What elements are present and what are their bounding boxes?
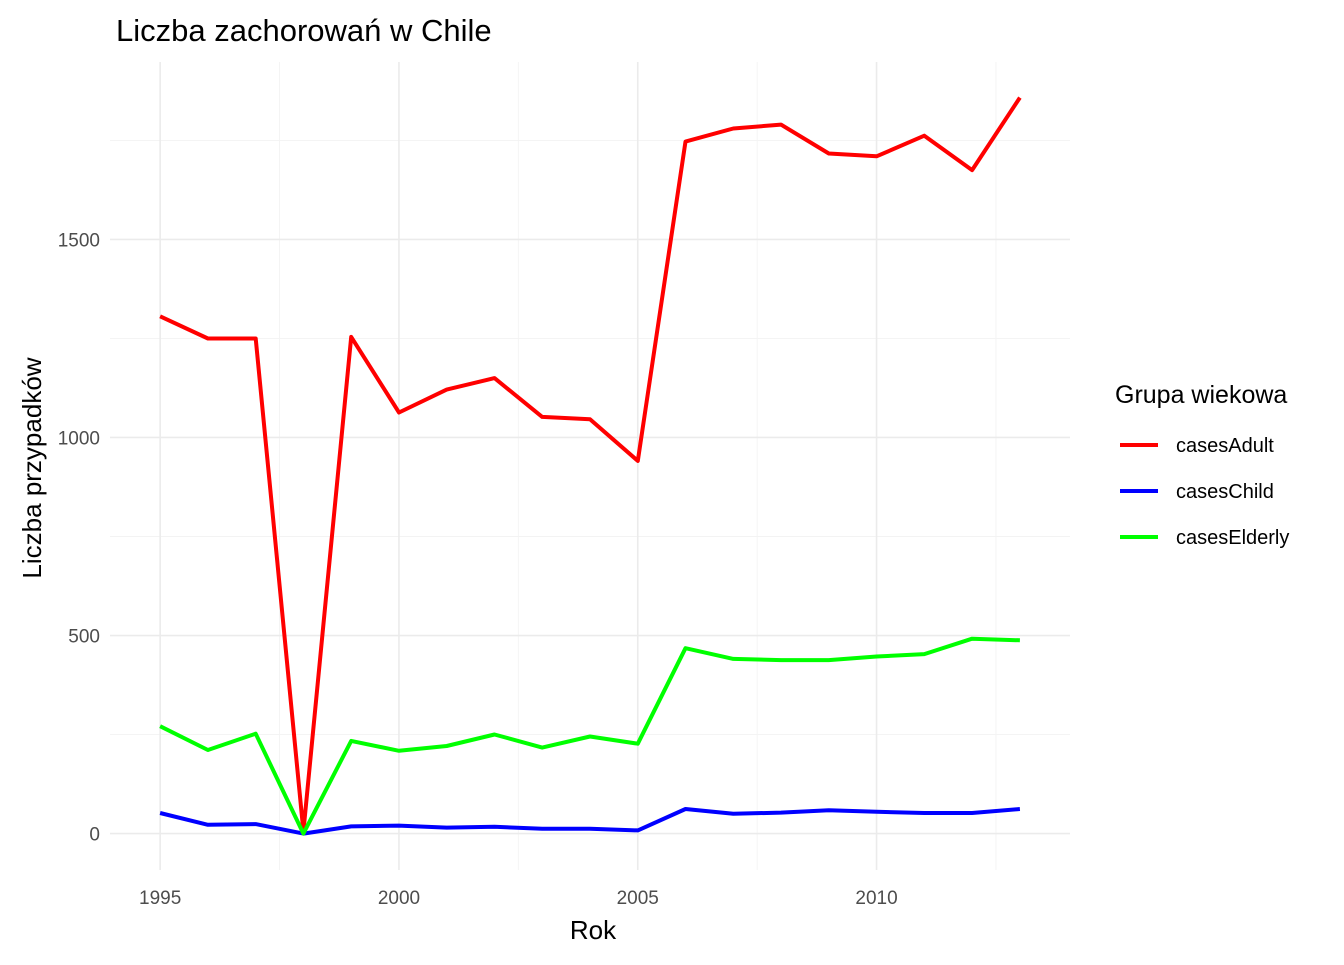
legend-label: casesElderly xyxy=(1176,527,1289,549)
legend: Grupa wiekowa casesAdult casesChild casesE… xyxy=(1115,381,1289,549)
gridlines xyxy=(110,62,1070,870)
x-tick-label: 2005 xyxy=(617,888,659,909)
legend-label: casesChild xyxy=(1176,481,1274,503)
y-tick-label: 0 xyxy=(89,825,100,846)
y-tick-label: 1500 xyxy=(58,230,100,251)
x-tick-label: 2010 xyxy=(855,888,897,909)
chart-title: Liczba zachorowań w Chile xyxy=(116,13,492,48)
legend-item-casesAdult: casesAdult xyxy=(1120,435,1274,457)
y-axis-ticks: 0 500 1000 1500 xyxy=(58,230,100,845)
series-line-casesElderly xyxy=(159,636,1020,836)
x-tick-label: 2000 xyxy=(378,888,420,909)
series-line-casesAdult xyxy=(159,96,1022,834)
series-line-casesChild xyxy=(159,807,1021,836)
x-tick-label: 1995 xyxy=(139,888,181,909)
legend-items: casesAdult casesChild casesElderly xyxy=(1120,435,1289,549)
legend-item-casesChild: casesChild xyxy=(1120,481,1274,503)
y-tick-label: 1000 xyxy=(58,428,100,449)
y-tick-label: 500 xyxy=(68,627,100,648)
legend-title: Grupa wiekowa xyxy=(1115,381,1287,409)
x-axis-title: Rok xyxy=(570,915,617,945)
x-axis-ticks: 1995 2000 2005 2010 xyxy=(139,888,898,909)
series-lines xyxy=(159,96,1022,836)
y-axis-title: Liczba przypadków xyxy=(17,357,47,578)
legend-item-casesElderly: casesElderly xyxy=(1120,527,1289,549)
legend-label: casesAdult xyxy=(1176,435,1274,457)
